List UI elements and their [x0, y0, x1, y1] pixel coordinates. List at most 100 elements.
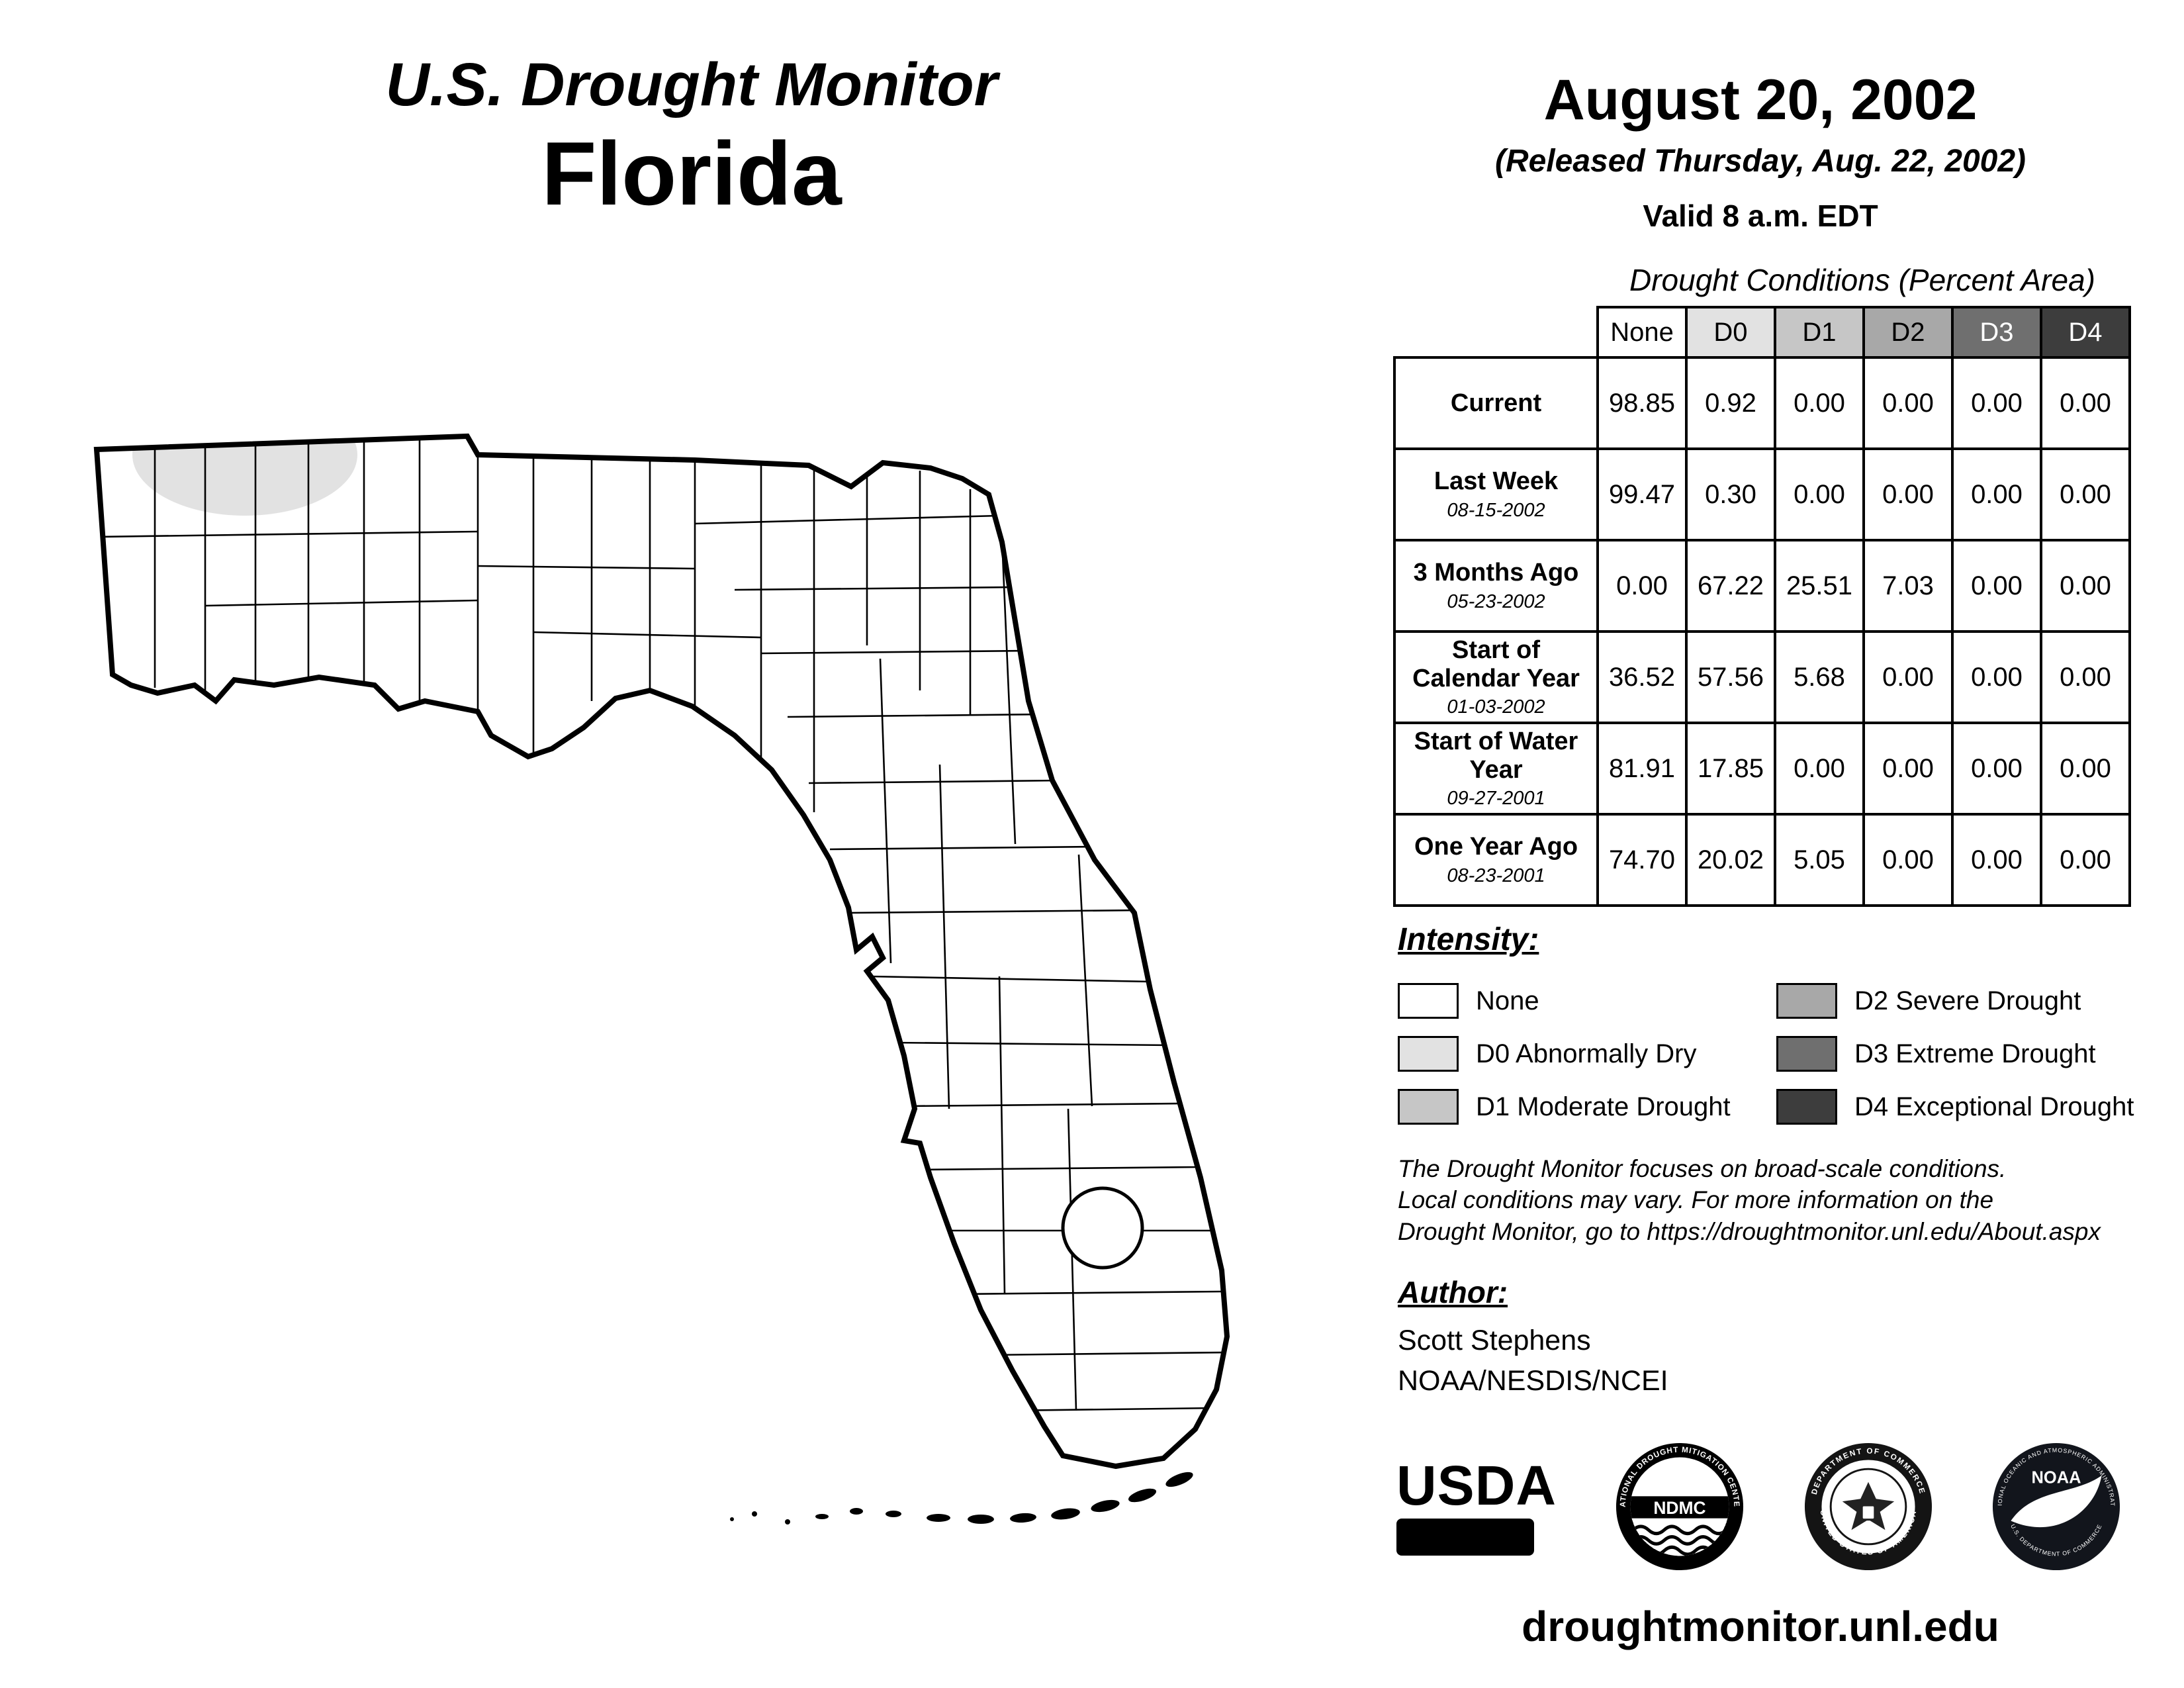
d4-swatch — [1776, 1089, 1837, 1125]
d0-region-panhandle — [132, 436, 357, 516]
col-header-d0: D0 — [1685, 306, 1776, 359]
cell: 99.47 — [1596, 447, 1688, 541]
map-date: August 20, 2002 — [1543, 68, 1978, 132]
intensity-heading: Intensity: — [1398, 922, 1539, 957]
cell: 17.85 — [1685, 722, 1776, 816]
author-org: NOAA/NESDIS/NCEI — [1398, 1365, 1668, 1397]
doc-eagle-emblem — [1842, 1481, 1894, 1530]
legend-label: None — [1476, 986, 1539, 1015]
disclaimer: The Drought Monitor focuses on broad-sca… — [1398, 1153, 2101, 1247]
row-label-one-year-ago: One Year Ago 08-23-2001 — [1393, 813, 1599, 907]
row-label-last-week: Last Week 08-15-2002 — [1393, 447, 1599, 541]
cell: 81.91 — [1596, 722, 1688, 816]
florida-map-container — [73, 367, 1330, 1532]
row-label-start-calendar-year: Start of Calendar Year 01-03-2002 — [1393, 630, 1599, 724]
cell: 0.00 — [1951, 722, 2042, 816]
d0-swatch — [1398, 1036, 1459, 1072]
d3-swatch — [1776, 1036, 1837, 1072]
title-block: U.S. Drought Monitor Florida — [278, 53, 1105, 220]
noaa-seal-icon: NATIONAL OCEANIC AND ATMOSPHERIC ADMINIS… — [1991, 1442, 2120, 1571]
drought-conditions-table: None D0 D1 D2 D3 D4 Current 98.85 0.92 0… — [1393, 306, 2131, 907]
legend-item-d0: D0 Abnormally Dry — [1398, 1036, 1776, 1072]
cell: 20.02 — [1685, 813, 1776, 907]
cell: 7.03 — [1862, 539, 1954, 633]
row-label-text: 3 Months Ago — [1413, 559, 1579, 587]
released-date: (Released Thursday, Aug. 22, 2002) — [1494, 144, 2026, 179]
cell: 0.30 — [1685, 447, 1776, 541]
legend-item-none: None — [1398, 983, 1776, 1019]
cell: 36.52 — [1596, 630, 1688, 724]
cell: 0.00 — [1862, 722, 1954, 816]
table-header-row: None D0 D1 D2 D3 D4 — [1394, 306, 2131, 359]
cell: 74.70 — [1596, 813, 1688, 907]
disclaimer-line: Drought Monitor, go to https://droughtmo… — [1398, 1217, 2101, 1245]
commerce-seal-icon: DEPARTMENT OF COMMERCE UNITED STATES OF … — [1804, 1442, 1932, 1571]
legend-label: D2 Severe Drought — [1854, 986, 2081, 1015]
row-label-start-water-year: Start of Water Year 09-27-2001 — [1393, 722, 1599, 816]
intensity-legend: None D0 Abnormally Dry D1 Moderate Droug… — [1398, 974, 2134, 1133]
state-name: Florida — [541, 122, 842, 224]
ndmc-wordmark: NDMC — [1654, 1498, 1706, 1518]
row-label-current: Current — [1393, 356, 1599, 450]
table-row-start-calendar-year: Start of Calendar Year 01-03-2002 36.52 … — [1393, 630, 2131, 724]
col-header-none: None — [1596, 306, 1688, 359]
cell: 0.00 — [2040, 447, 2131, 541]
col-header-d1: D1 — [1774, 306, 1865, 359]
legend-item-d2: D2 Severe Drought — [1776, 983, 2134, 1019]
none-swatch — [1398, 983, 1459, 1019]
cell: 0.00 — [2040, 356, 2131, 450]
lake-okeechobee — [1061, 1186, 1144, 1270]
ndmc-seal-icon: NATIONAL DROUGHT MITIGATION CENTER UNIVE… — [1615, 1442, 1744, 1571]
row-label-text: Current — [1450, 389, 1542, 417]
author-block: Author: Scott Stephens NOAA/NESDIS/NCEI — [1398, 1274, 1668, 1397]
legend-label: D4 Exceptional Drought — [1854, 1092, 2134, 1121]
cell: 0.00 — [1862, 630, 1954, 724]
legend-label: D0 Abnormally Dry — [1476, 1039, 1697, 1068]
row-label-date: 09-27-2001 — [1447, 788, 1545, 810]
cell: 5.05 — [1774, 813, 1865, 907]
disclaimer-line: Local conditions may vary. For more info… — [1398, 1186, 1994, 1214]
col-header-d2: D2 — [1862, 306, 1954, 359]
cell: 98.85 — [1596, 356, 1688, 450]
droughtmonitor-url[interactable]: droughtmonitor.unl.edu — [1522, 1603, 1999, 1650]
col-header-d3: D3 — [1951, 306, 2042, 359]
cell: 0.00 — [1951, 356, 2042, 450]
table-row-one-year-ago: One Year Ago 08-23-2001 74.70 20.02 5.05… — [1393, 813, 2131, 907]
usda-wordmark: USDA — [1396, 1454, 1557, 1517]
legend-item-d1: D1 Moderate Drought — [1398, 1089, 1776, 1125]
row-label-text: Start of Calendar Year — [1412, 635, 1580, 692]
cell: 0.00 — [1862, 813, 1954, 907]
cell: 0.00 — [1951, 813, 2042, 907]
cell: 57.56 — [1685, 630, 1776, 724]
cell: 5.68 — [1774, 630, 1865, 724]
disclaimer-line: The Drought Monitor focuses on broad-sca… — [1398, 1155, 2007, 1182]
state-fill — [97, 436, 1227, 1466]
table-row-3-months-ago: 3 Months Ago 05-23-2002 0.00 67.22 25.51… — [1393, 539, 2131, 633]
cell: 0.00 — [1774, 447, 1865, 541]
legend-label: D1 Moderate Drought — [1476, 1092, 1731, 1121]
table-row-start-water-year: Start of Water Year 09-27-2001 81.91 17.… — [1393, 722, 2131, 816]
cell: 0.00 — [1596, 539, 1688, 633]
cell: 0.00 — [1862, 356, 1954, 450]
cell: 0.92 — [1685, 356, 1776, 450]
date-block: August 20, 2002 (Released Thursday, Aug.… — [1393, 71, 2128, 234]
report-title: U.S. Drought Monitor — [385, 51, 998, 118]
cell: 0.00 — [1862, 447, 1954, 541]
table-corner-cell — [1394, 307, 1598, 357]
author-name: Scott Stephens — [1398, 1325, 1591, 1356]
d1-swatch — [1398, 1089, 1459, 1125]
cell: 0.00 — [1774, 722, 1865, 816]
usda-logo-icon: USDA — [1396, 1458, 1557, 1556]
table-title: Drought Conditions (Percent Area) — [1629, 263, 2095, 297]
usda-logo-bar — [1396, 1519, 1534, 1556]
cell: 0.00 — [1951, 447, 2042, 541]
row-label-text: One Year Ago — [1414, 833, 1578, 861]
row-label-date: 05-23-2002 — [1447, 590, 1545, 612]
legend-item-d3: D3 Extreme Drought — [1776, 1036, 2134, 1072]
county-boundaries — [97, 438, 1227, 1412]
cell: 0.00 — [1951, 539, 2042, 633]
cell: 0.00 — [2040, 630, 2131, 724]
d2-swatch — [1776, 983, 1837, 1019]
legend-label: D3 Extreme Drought — [1854, 1039, 2096, 1068]
